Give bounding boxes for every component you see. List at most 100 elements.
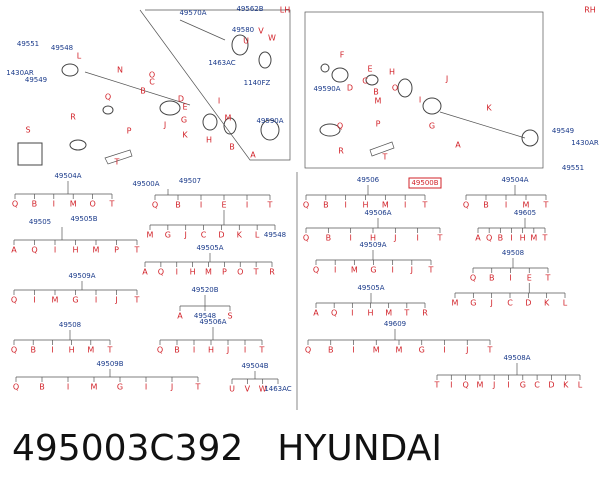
tree-root: 49506: [357, 176, 380, 184]
leaf-label: Q: [152, 201, 158, 210]
leaf-label: L: [578, 381, 583, 390]
leaf-label: A: [313, 309, 319, 318]
leaf-label: J: [410, 266, 413, 275]
leaf-label: A: [475, 234, 481, 243]
leaf-label: Q: [463, 201, 469, 210]
tree-root: 49504A: [54, 172, 81, 180]
rh-parts: [319, 63, 539, 157]
assembly-highlight: [408, 177, 442, 189]
leaf-label: I: [351, 309, 353, 318]
leaf-label: G: [520, 381, 526, 390]
callout: 1140FZ: [244, 79, 271, 87]
callout: F: [340, 51, 345, 60]
leaf-label: G: [72, 296, 78, 305]
leaf-label: O: [89, 200, 95, 209]
callout: A: [455, 141, 461, 150]
callout: R: [338, 147, 344, 156]
callout: K: [486, 104, 492, 113]
leaf-label: Q: [303, 234, 309, 243]
leaf-label: B: [326, 234, 332, 243]
leaf-label: G: [117, 383, 123, 392]
leaf-label: M: [70, 200, 77, 209]
leaf-label: S: [227, 312, 232, 321]
leaf-label: H: [520, 234, 526, 243]
leaf-label: Q: [31, 246, 37, 255]
leaf-label: K: [563, 381, 569, 390]
callout: H: [389, 68, 395, 77]
leaf-label: Q: [11, 346, 17, 355]
leaf-label: B: [39, 383, 45, 392]
callout: T: [114, 158, 120, 167]
leaf-label: M: [382, 201, 389, 210]
leaf-label: I: [95, 296, 97, 305]
leaf-label: Q: [12, 200, 18, 209]
leaf-label: H: [208, 346, 214, 355]
leaf-label: B: [323, 201, 329, 210]
callout: V: [258, 27, 264, 36]
leaf-label: M: [396, 346, 403, 355]
leaf-label: B: [32, 200, 38, 209]
tree-root: 49507: [179, 177, 201, 185]
callout: C: [149, 78, 155, 87]
leaf-label: T: [403, 309, 409, 318]
leaf-label: G: [370, 266, 376, 275]
callout: 49590A: [313, 85, 340, 93]
tree-root: 49605: [514, 209, 536, 217]
leaf-label: T: [542, 234, 548, 243]
leaf-label: H: [362, 201, 368, 210]
leaf-label: M: [523, 201, 530, 210]
tree-root: 49505: [29, 218, 51, 226]
callout: E: [367, 65, 372, 74]
leaf-label: M: [205, 268, 212, 277]
leaf-label: I: [349, 234, 351, 243]
leaf-label: Q: [305, 346, 311, 355]
callout: 49548: [51, 44, 73, 52]
callout: Q: [337, 122, 343, 131]
leaf-label: M: [52, 296, 59, 305]
leaf-label: T: [487, 346, 493, 355]
leaf-label: B: [175, 201, 181, 210]
callout: 1463AC: [208, 59, 235, 67]
leaf-label: T: [107, 346, 113, 355]
leaf-label: B: [489, 274, 495, 283]
tree-root: 49504A: [501, 176, 528, 184]
leaf-label: J: [184, 231, 187, 240]
leaf-label: U: [229, 385, 235, 394]
leaf-label: L: [563, 299, 568, 308]
callout: N: [117, 66, 123, 75]
leaf-label: I: [67, 383, 69, 392]
leaf-label: I: [450, 381, 452, 390]
leaf-label: J: [170, 383, 173, 392]
leaf-label: M: [452, 299, 459, 308]
leaf-label: I: [352, 346, 354, 355]
tree-root: 49520B: [191, 286, 218, 294]
leaf-label: Q: [11, 296, 17, 305]
brand: HYUNDAI: [277, 428, 442, 469]
leaf-label: D: [218, 231, 224, 240]
leaf-label: A: [177, 312, 183, 321]
leaf-label: 49548: [264, 231, 286, 239]
callout: A: [250, 151, 256, 160]
leaf-label: Q: [158, 268, 164, 277]
leaf-label: M: [476, 381, 483, 390]
leaf-label: W: [259, 385, 267, 394]
leaf-label: H: [367, 309, 373, 318]
leaf-label: I: [507, 381, 509, 390]
callout: D: [347, 84, 353, 93]
leaf-label: L: [255, 231, 260, 240]
callout: B: [140, 87, 146, 96]
leaf-label: J: [226, 346, 229, 355]
leaf-label: T: [434, 381, 440, 390]
part-number: 495003C392: [12, 428, 244, 469]
callout: B: [373, 88, 379, 97]
tree-root: 49508A: [503, 354, 530, 362]
leaf-label: Q: [462, 381, 468, 390]
leaf-label: T: [428, 266, 434, 275]
leaf-label: J: [492, 381, 495, 390]
callout: S: [25, 126, 30, 135]
callout: B: [229, 143, 235, 152]
leaf-label: 49548: [194, 312, 216, 320]
callout: 1430AR: [571, 139, 599, 147]
